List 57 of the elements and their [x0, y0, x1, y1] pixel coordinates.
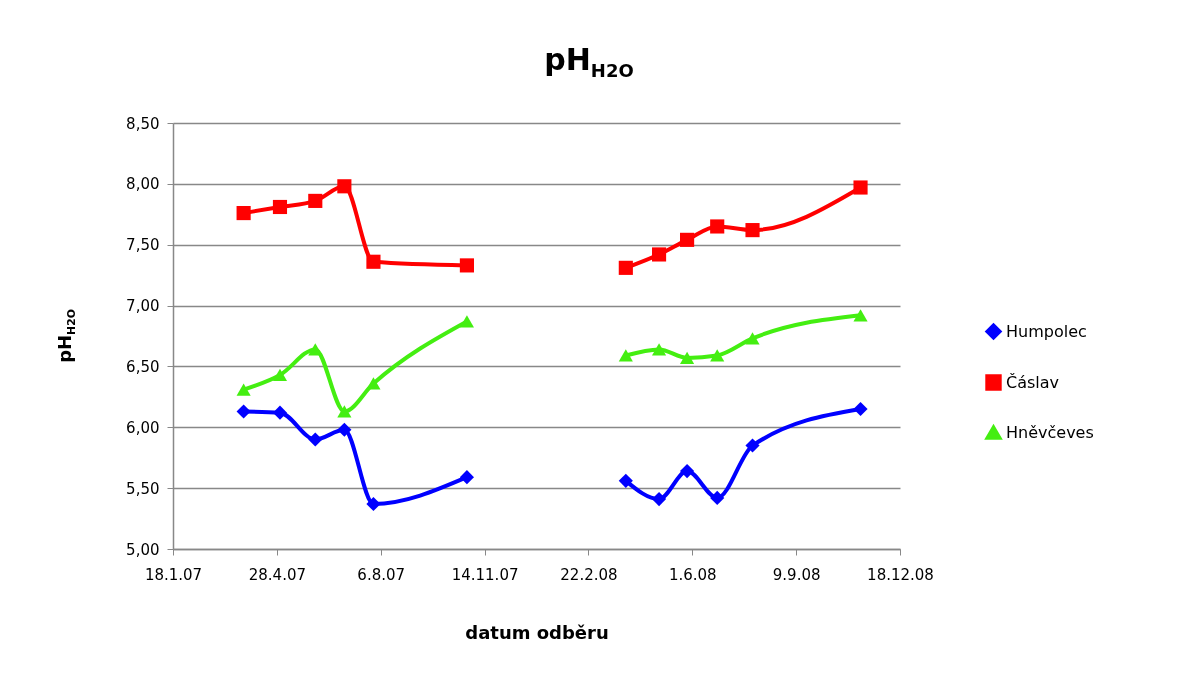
point — [459, 258, 474, 273]
y-tick-label: 6,50 — [126, 357, 160, 376]
point — [745, 438, 760, 453]
legend-label: Čáslav — [1006, 372, 1060, 392]
y-tick-label: 5,00 — [126, 540, 160, 559]
point — [459, 315, 474, 328]
x-tick-label: 14.11.07 — [451, 565, 519, 584]
y-tick-label: 7,00 — [126, 297, 160, 316]
y-tick-label: 5,50 — [126, 479, 160, 498]
y-tick-label: 8,50 — [126, 114, 160, 133]
x-tick-label: 22.2.08 — [560, 565, 618, 584]
point — [618, 349, 633, 362]
point — [236, 383, 251, 396]
y-tick-label: 8,00 — [126, 175, 160, 194]
point — [308, 343, 323, 356]
point — [710, 349, 725, 362]
point — [366, 377, 381, 390]
point — [308, 193, 323, 208]
point — [337, 405, 352, 418]
point — [459, 470, 474, 485]
legend-label: Humpolec — [1006, 321, 1087, 341]
point — [272, 199, 288, 215]
point — [236, 404, 251, 419]
point — [618, 260, 633, 275]
point — [337, 422, 352, 437]
y-tick-label: 7,50 — [126, 236, 160, 255]
point — [272, 368, 288, 382]
x-axis-title: datum odběru — [465, 621, 609, 643]
point — [745, 332, 760, 345]
x-tick-label: 28.4.07 — [248, 565, 306, 584]
point — [680, 464, 695, 479]
point — [680, 351, 695, 365]
point — [651, 343, 667, 356]
x-tick-label: 18.12.08 — [867, 565, 934, 584]
point — [745, 223, 760, 238]
point — [853, 309, 868, 322]
y-tick-label: 6,00 — [126, 418, 160, 437]
x-tick-label: 6.8.07 — [357, 565, 406, 584]
point — [308, 432, 323, 447]
x-tick-label: 9.9.08 — [772, 565, 821, 584]
point — [853, 180, 868, 195]
point — [618, 473, 633, 488]
point — [853, 401, 868, 417]
chart-title: pH$_{H2O}$ — [543, 42, 635, 81]
x-tick-label: 18.1.07 — [144, 565, 203, 584]
point — [651, 492, 667, 507]
point — [236, 206, 251, 221]
legend-label: Hněvčeves — [1006, 422, 1094, 442]
point — [366, 496, 381, 512]
point — [366, 254, 381, 269]
x-tick-label: 1.6.08 — [668, 565, 717, 584]
point — [710, 219, 725, 234]
point — [337, 179, 352, 194]
point — [710, 490, 725, 505]
point — [651, 247, 667, 262]
point — [272, 405, 288, 420]
point — [680, 232, 695, 247]
